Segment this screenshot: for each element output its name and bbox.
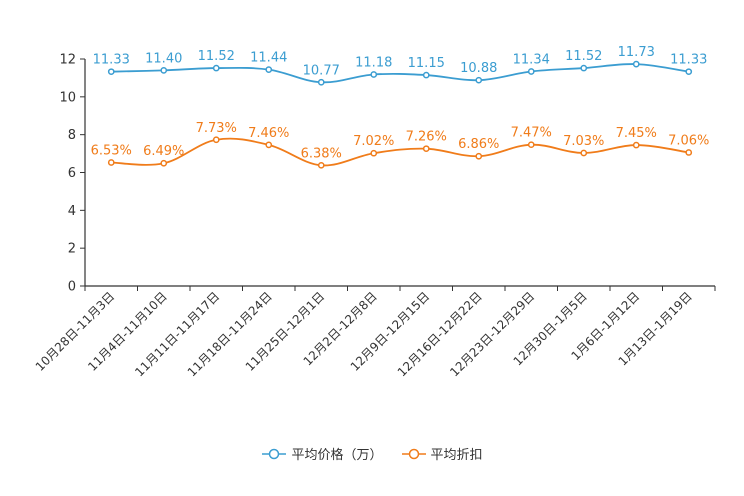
- data-point-price[interactable]: [527, 68, 535, 75]
- data-point-discount[interactable]: [685, 149, 693, 156]
- legend-item-price[interactable]: 平均价格（万）: [261, 444, 383, 463]
- y-tick-label: 6: [68, 166, 76, 181]
- legend-item-discount[interactable]: 平均折扣: [401, 444, 483, 463]
- data-label-discount: 6.49%: [143, 144, 184, 159]
- data-label-discount: 6.86%: [458, 137, 499, 152]
- data-point-price[interactable]: [475, 76, 483, 84]
- data-point-price[interactable]: [265, 66, 273, 73]
- data-label-price: 11.18: [355, 56, 392, 71]
- data-label-discount: 6.53%: [91, 143, 132, 158]
- legend-label-price: 平均价格（万）: [291, 448, 383, 463]
- data-label-price: 11.15: [408, 56, 445, 71]
- data-label-price: 11.52: [565, 49, 602, 64]
- data-label-price: 11.44: [250, 51, 287, 66]
- data-label-discount: 7.06%: [668, 133, 709, 148]
- data-label-discount: 7.45%: [616, 126, 657, 141]
- data-point-discount[interactable]: [475, 152, 483, 160]
- data-label-discount: 7.46%: [248, 126, 289, 141]
- y-tick-label: 12: [59, 53, 76, 68]
- chart-axes: 02468101210月28日-11月3日11月4日-11月10日11月11日-…: [33, 53, 716, 379]
- y-tick-label: 0: [68, 280, 76, 295]
- data-point-price[interactable]: [685, 68, 693, 76]
- data-point-price[interactable]: [632, 60, 640, 68]
- data-point-discount[interactable]: [422, 145, 430, 153]
- data-label-price: 10.77: [303, 63, 340, 78]
- data-label-discount: 7.47%: [511, 126, 552, 141]
- data-point-price[interactable]: [107, 68, 115, 76]
- legend-marker-price-icon: [262, 448, 287, 459]
- data-label-price: 11.40: [145, 51, 182, 66]
- data-point-discount[interactable]: [632, 141, 640, 149]
- data-point-price[interactable]: [160, 67, 168, 74]
- data-point-discount[interactable]: [527, 141, 535, 149]
- y-tick-label: 4: [68, 204, 76, 219]
- y-tick-label: 10: [59, 90, 76, 105]
- data-point-price[interactable]: [212, 64, 220, 72]
- y-tick-label: 2: [68, 242, 76, 257]
- data-point-discount[interactable]: [212, 136, 220, 144]
- series-discount: 6.53% 6.49% 7.73% 7.46% 6.38% 7.02% 7.26% 6.86%…: [91, 121, 709, 169]
- data-label-price: 11.73: [618, 45, 655, 60]
- series-price: 11.33 11.40 11.52 11.44 10.77 11.18 11.15 10.88…: [93, 45, 707, 86]
- data-label-price: 11.33: [670, 53, 707, 68]
- y-tick-label: 8: [68, 128, 76, 143]
- data-point-discount[interactable]: [370, 149, 378, 157]
- series-line-discount: [111, 137, 689, 167]
- data-point-discount[interactable]: [265, 141, 273, 149]
- data-label-price: 11.52: [198, 49, 235, 64]
- data-point-discount[interactable]: [107, 159, 115, 166]
- data-point-price[interactable]: [317, 78, 325, 86]
- legend-marker-discount-icon: [401, 448, 426, 459]
- data-label-discount: 7.73%: [196, 121, 237, 136]
- data-point-price[interactable]: [580, 64, 588, 72]
- data-point-discount[interactable]: [160, 159, 168, 167]
- series-line-price: [111, 63, 689, 84]
- data-point-discount[interactable]: [317, 161, 325, 169]
- data-point-discount[interactable]: [580, 149, 588, 157]
- data-label-price: 10.88: [460, 61, 497, 76]
- data-label-discount: 7.03%: [563, 134, 604, 149]
- data-point-price[interactable]: [422, 71, 430, 79]
- data-label-price: 11.33: [93, 53, 130, 68]
- data-label-discount: 7.26%: [406, 130, 447, 145]
- legend-label-discount: 平均折扣: [430, 448, 483, 463]
- data-label-discount: 7.02%: [353, 134, 394, 149]
- chart-legend: 平均价格（万） 平均折扣: [0, 444, 744, 463]
- data-label-price: 11.34: [513, 52, 550, 67]
- data-point-price[interactable]: [370, 71, 378, 78]
- data-label-discount: 6.38%: [301, 146, 342, 161]
- chart-series: 11.33 11.40 11.52 11.44 10.77 11.18 11.15 10.88…: [91, 45, 709, 169]
